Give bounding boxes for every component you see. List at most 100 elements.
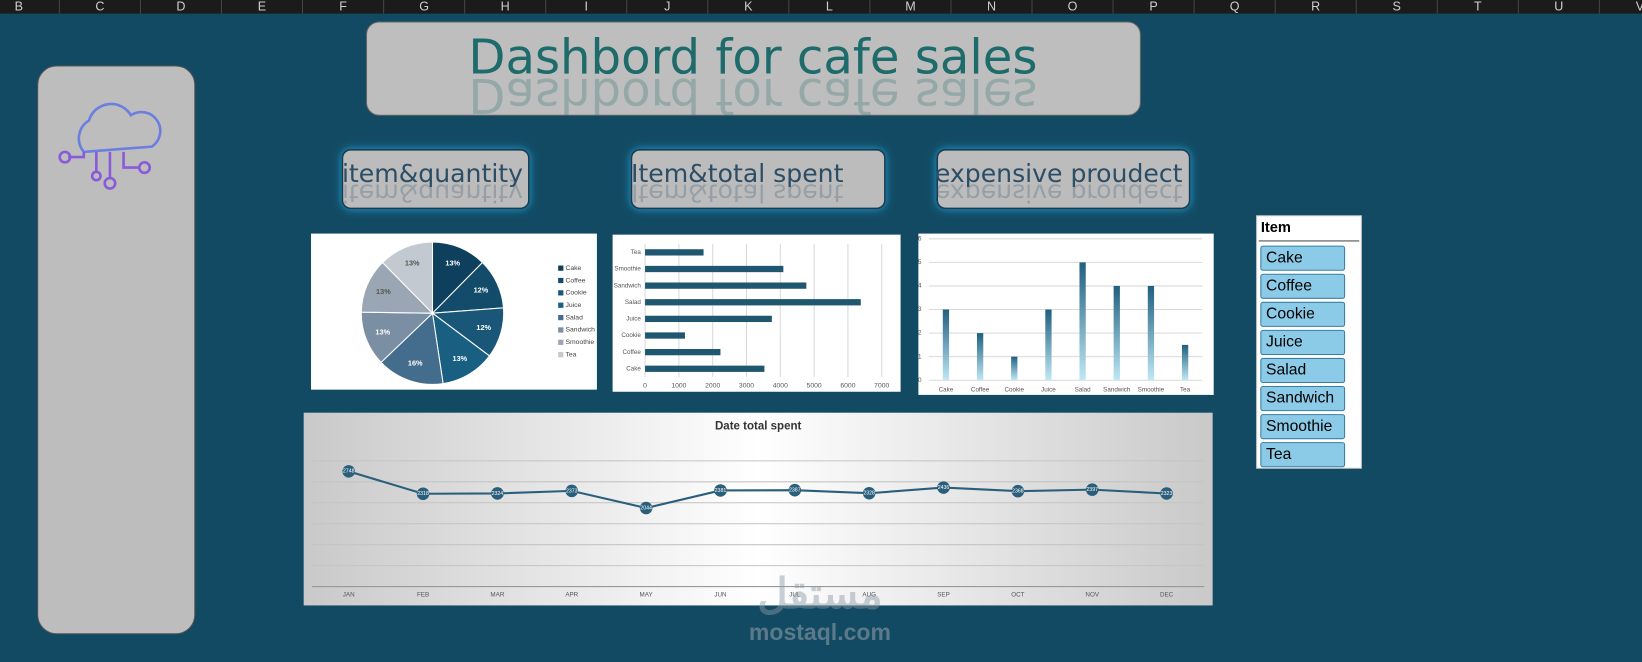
y-tick-label: 0 (918, 377, 922, 384)
slicer-item-label[interactable]: Tea (1266, 446, 1292, 463)
slicer-item[interactable] (1260, 385, 1346, 412)
x-tick-label: 1000 (671, 382, 686, 389)
x-tick-label: MAY (640, 592, 654, 599)
x-tick-label: Tea (1180, 386, 1191, 393)
legend-swatch (558, 339, 564, 345)
y-tick-label: Juice (626, 316, 641, 323)
button[interactable] (936, 149, 1191, 210)
slicer-item[interactable] (1260, 329, 1346, 355)
point-label: 2397 (1086, 487, 1098, 493)
column-letter: D (176, 0, 185, 14)
point-label: 2324 (492, 491, 504, 497)
bar (1045, 309, 1052, 381)
line-point (342, 465, 355, 478)
x-tick-label: FEB (417, 592, 429, 599)
point-label: 2368 (1012, 489, 1024, 495)
column-letter: M (905, 0, 915, 14)
y-tick-label: Coffee (623, 349, 642, 356)
button[interactable] (630, 149, 886, 210)
button-reflection: Item&total spent (631, 179, 844, 208)
bar-panel (612, 234, 901, 392)
y-tick-label: Salad (625, 299, 642, 306)
column-letter: J (664, 0, 670, 14)
watermark-text: mostaql.com (749, 619, 891, 645)
point-label: 2381 (715, 488, 727, 494)
bar (976, 333, 984, 381)
line-point (714, 484, 727, 497)
slicer-item[interactable] (1260, 301, 1346, 327)
button-reflection: expensive proudect (935, 179, 1183, 208)
x-tick-label: DEC (1160, 592, 1174, 599)
slicer-item-label[interactable]: Coffee (1266, 277, 1312, 294)
slicer-title: Item (1261, 220, 1291, 236)
button-label[interactable]: Item&total spent (631, 159, 844, 188)
title-reflection: Dashbord for cafe sales (468, 67, 1037, 123)
slicer-item-label[interactable]: Smoothie (1266, 418, 1333, 435)
x-tick-label: 5000 (807, 382, 822, 389)
legend-label: Salad (565, 314, 583, 321)
line-panel (303, 412, 1213, 606)
slicer-item-label[interactable]: Salad (1266, 362, 1306, 379)
point-label: 2748 (343, 469, 355, 475)
slicer-item-label[interactable]: Sandwich (1266, 390, 1334, 407)
x-tick-label: JUN (714, 592, 727, 599)
button[interactable] (341, 149, 530, 210)
x-tick-label: Smoothie (1138, 386, 1165, 393)
button-label[interactable]: item&quantity (342, 159, 523, 188)
slicer-item-label[interactable]: Juice (1266, 334, 1303, 351)
y-tick-label: 4 (918, 283, 922, 290)
x-tick-label: 2000 (705, 382, 720, 389)
y-tick-label: Cake (626, 365, 641, 372)
pie-slice (380, 312, 444, 385)
slicer-item[interactable] (1260, 442, 1346, 468)
legend-label: Juice (565, 302, 581, 309)
legend-label: Sandwich (565, 327, 595, 334)
bar (1181, 344, 1189, 381)
point-label: 2387 (789, 488, 801, 494)
point-label: 2318 (417, 491, 429, 497)
y-tick-label: 1 (918, 353, 922, 360)
column-panel (918, 233, 1214, 395)
column-letter: U (1554, 0, 1563, 14)
x-tick-label: NOV (1085, 592, 1099, 599)
bar (645, 299, 861, 306)
x-tick-label: APR (565, 592, 578, 599)
pie-data-label: 13% (405, 259, 420, 268)
x-tick-label: Cake (939, 386, 954, 393)
line-point (862, 486, 876, 500)
column-letter: I (584, 0, 587, 14)
button-label[interactable]: expensive proudect (935, 159, 1183, 188)
legend-label: Cookie (565, 290, 586, 297)
slicer-item-label[interactable]: Cookie (1266, 305, 1315, 322)
bar (645, 365, 765, 372)
slicer-item-label[interactable]: Cake (1266, 249, 1303, 266)
button-reflection: item&quantity (342, 179, 523, 208)
slicer-item[interactable] (1260, 414, 1346, 440)
bar (645, 249, 704, 256)
x-tick-label: AUG (862, 592, 876, 599)
watermark-logo: مستقل (757, 570, 882, 617)
bar (645, 315, 772, 323)
legend-label: Smoothie (565, 339, 594, 346)
line-point (1085, 483, 1099, 496)
slicer-item[interactable] (1260, 245, 1346, 271)
slicer-item[interactable] (1260, 273, 1346, 299)
x-tick-label: JAN (343, 592, 355, 599)
column-letter: Q (1230, 0, 1240, 14)
legend-label: Coffee (565, 277, 585, 284)
pie-data-label: 13% (375, 328, 390, 337)
x-tick-label: 3000 (739, 382, 754, 389)
bar (942, 309, 950, 381)
bar (645, 332, 685, 339)
line-gridlines (312, 460, 1205, 588)
pie-slice (381, 241, 434, 315)
point-label: 2436 (938, 485, 950, 491)
line-point (639, 501, 653, 515)
bar (645, 282, 807, 289)
line-point (416, 487, 430, 501)
legend-swatch (558, 277, 564, 284)
bar (1079, 262, 1086, 381)
x-tick-label: Cookie (1005, 386, 1025, 393)
slicer-item[interactable] (1260, 357, 1346, 384)
